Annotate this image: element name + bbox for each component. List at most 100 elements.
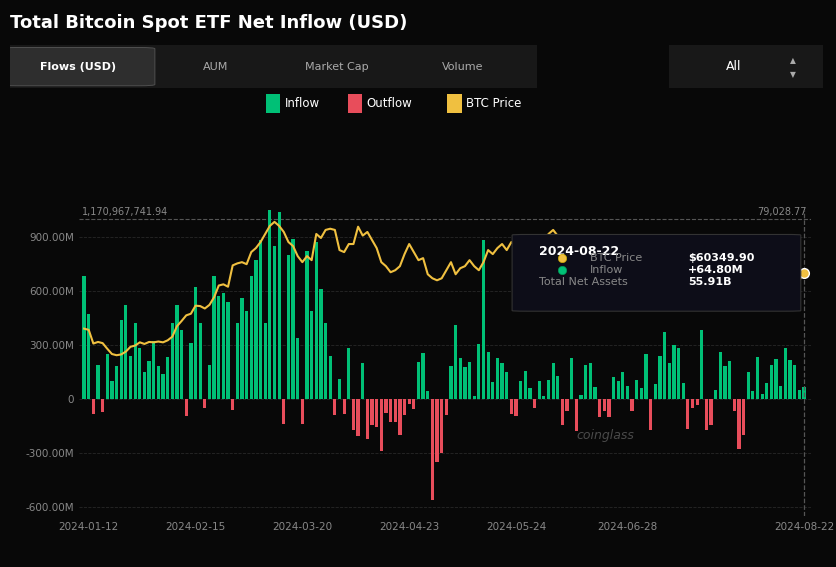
Text: Flows (USD): Flows (USD): [40, 62, 116, 71]
Bar: [338, 379, 341, 399]
Bar: [292, 239, 295, 399]
Bar: [314, 242, 318, 399]
Bar: [305, 251, 308, 399]
Bar: [523, 371, 527, 399]
Bar: [765, 383, 768, 399]
Bar: [408, 399, 410, 404]
Bar: [273, 246, 276, 399]
Bar: [375, 399, 379, 427]
Text: $60349.90: $60349.90: [688, 253, 754, 264]
Bar: [250, 277, 253, 399]
Bar: [514, 399, 517, 416]
Bar: [570, 358, 573, 399]
FancyBboxPatch shape: [512, 235, 801, 311]
Bar: [212, 277, 216, 399]
Bar: [278, 211, 281, 399]
Bar: [92, 399, 95, 414]
Bar: [584, 365, 587, 399]
Bar: [645, 354, 648, 399]
Bar: [779, 386, 782, 399]
Bar: [417, 362, 421, 399]
Text: 55.91B: 55.91B: [688, 277, 732, 287]
Bar: [696, 399, 699, 405]
Bar: [194, 287, 197, 399]
Bar: [217, 296, 221, 399]
Text: Volume: Volume: [442, 62, 484, 71]
Bar: [120, 320, 123, 399]
Bar: [361, 363, 364, 399]
Bar: [203, 399, 206, 408]
Text: 2024-08-22: 2024-08-22: [539, 245, 619, 258]
Bar: [301, 399, 304, 424]
Bar: [728, 361, 732, 399]
Bar: [347, 349, 350, 399]
Text: BTC Price: BTC Price: [466, 97, 522, 110]
Bar: [617, 381, 619, 399]
Bar: [663, 332, 666, 399]
Bar: [171, 323, 174, 399]
Bar: [533, 399, 536, 408]
Bar: [770, 365, 773, 399]
Bar: [701, 331, 703, 399]
Bar: [630, 399, 634, 411]
Bar: [394, 399, 397, 422]
Bar: [468, 362, 472, 399]
Bar: [283, 399, 285, 424]
Bar: [459, 358, 462, 399]
Bar: [552, 363, 555, 399]
Bar: [501, 363, 504, 399]
Bar: [287, 255, 290, 399]
Bar: [87, 314, 90, 399]
Bar: [538, 381, 541, 399]
Bar: [263, 323, 267, 399]
Bar: [403, 399, 406, 414]
Bar: [385, 399, 388, 413]
Bar: [241, 298, 243, 399]
Bar: [798, 391, 801, 399]
Bar: [565, 399, 568, 411]
Bar: [110, 381, 114, 399]
Bar: [547, 380, 550, 399]
Bar: [594, 387, 597, 399]
Bar: [477, 344, 481, 399]
Text: Outflow: Outflow: [366, 97, 412, 110]
Bar: [143, 372, 146, 399]
Bar: [180, 331, 183, 399]
FancyBboxPatch shape: [3, 48, 155, 86]
Bar: [649, 399, 652, 430]
Bar: [747, 372, 750, 399]
Bar: [431, 399, 434, 501]
Bar: [672, 345, 675, 399]
Bar: [575, 399, 578, 431]
Bar: [236, 323, 239, 399]
Bar: [496, 358, 499, 399]
Bar: [199, 323, 201, 399]
Bar: [319, 289, 323, 399]
Bar: [334, 399, 336, 414]
Text: 1,170,967,741.94: 1,170,967,741.94: [82, 206, 168, 217]
Bar: [737, 399, 741, 449]
Bar: [101, 399, 104, 412]
Text: coinglass: coinglass: [577, 429, 635, 442]
Bar: [710, 399, 712, 425]
Bar: [366, 399, 369, 439]
Bar: [803, 387, 806, 399]
Bar: [603, 399, 606, 411]
Bar: [705, 399, 708, 430]
Bar: [543, 396, 545, 399]
Text: Inflow: Inflow: [590, 265, 624, 275]
Bar: [742, 399, 745, 435]
Bar: [125, 305, 127, 399]
Text: +64.80M: +64.80M: [688, 265, 743, 275]
Bar: [561, 399, 564, 425]
Bar: [426, 391, 430, 399]
Bar: [157, 366, 160, 399]
Bar: [259, 240, 263, 399]
Bar: [447, 94, 461, 113]
Bar: [440, 399, 443, 453]
Bar: [147, 361, 150, 399]
Text: Market Cap: Market Cap: [305, 62, 369, 71]
Bar: [463, 367, 466, 399]
Bar: [189, 343, 192, 399]
Bar: [348, 94, 363, 113]
